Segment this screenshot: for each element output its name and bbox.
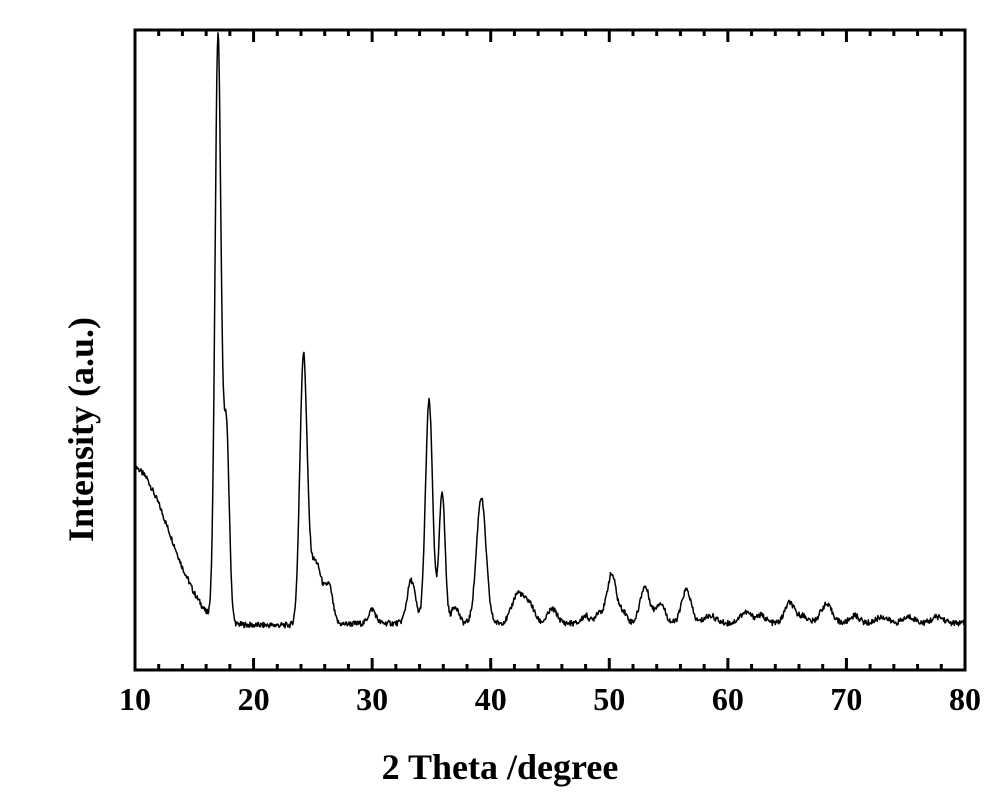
svg-text:30: 30 bbox=[356, 681, 388, 717]
svg-text:40: 40 bbox=[475, 681, 507, 717]
svg-text:50: 50 bbox=[593, 681, 625, 717]
svg-text:60: 60 bbox=[712, 681, 744, 717]
svg-text:70: 70 bbox=[830, 681, 862, 717]
svg-text:10: 10 bbox=[119, 681, 151, 717]
x-axis-label: 2 Theta /degree bbox=[0, 746, 1000, 788]
xrd-chart: Intensity (a.u.) 2 Theta /degree 10 20 30 4… bbox=[0, 0, 1000, 807]
plot-svg: 10 20 30 40 50 60 70 80 bbox=[0, 0, 1000, 807]
y-axis-label: Intensity (a.u.) bbox=[60, 317, 102, 542]
svg-text:80: 80 bbox=[949, 681, 981, 717]
svg-text:20: 20 bbox=[238, 681, 270, 717]
